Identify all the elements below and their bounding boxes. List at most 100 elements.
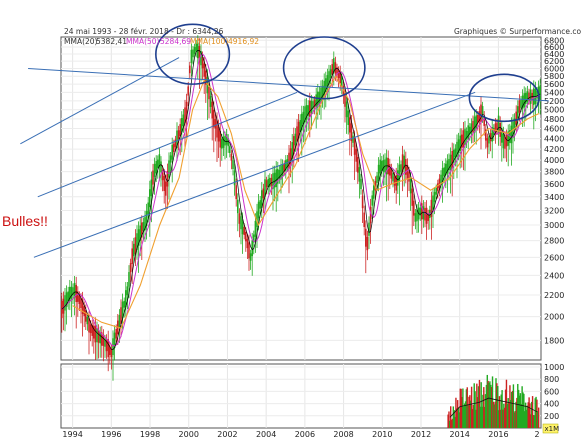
price-candle — [326, 75, 329, 89]
price-candle — [179, 124, 181, 137]
y-tick-label: 3400 — [544, 193, 564, 202]
volume-bar — [447, 414, 449, 428]
price-candle — [347, 110, 349, 126]
price-candle — [182, 114, 185, 126]
volume-bar — [477, 386, 480, 428]
price-candle — [334, 62, 337, 74]
volume-bar — [530, 414, 532, 428]
price-candle — [507, 131, 509, 146]
y-tick-label: 2400 — [544, 271, 564, 280]
volume-bar — [487, 380, 489, 428]
volume-bar — [518, 395, 521, 428]
volume-bar — [525, 409, 528, 428]
price-candle — [209, 96, 212, 107]
price-candle — [323, 80, 325, 97]
price-candle — [243, 227, 245, 235]
price-candle — [126, 286, 129, 296]
volume-bar — [510, 391, 513, 428]
volume-bar — [515, 401, 517, 428]
price-candle — [403, 155, 405, 169]
price-candle — [131, 248, 133, 264]
volume-bar — [463, 406, 465, 428]
volume-bar — [535, 396, 537, 428]
price-candle — [366, 237, 369, 251]
y-tick-label: 5400 — [544, 88, 564, 97]
price-candle — [88, 318, 90, 333]
price-candle — [435, 187, 437, 195]
price-candle — [195, 43, 197, 52]
volume-bar — [510, 399, 512, 428]
price-candle — [160, 161, 162, 173]
price-candle — [144, 217, 146, 231]
volume-bar — [526, 405, 529, 428]
price-candle — [350, 123, 353, 142]
chart-frame — [60, 36, 542, 429]
price-candle — [393, 176, 396, 186]
volume-bar — [504, 407, 506, 428]
price-candle — [398, 164, 401, 182]
price-candle — [272, 173, 274, 190]
volume-bar — [494, 401, 496, 428]
price-candle — [377, 164, 380, 182]
price-candle — [472, 120, 474, 133]
volume-bar — [472, 404, 475, 428]
price-candle — [373, 185, 375, 199]
price-candle — [358, 167, 361, 182]
price-candle — [203, 63, 205, 77]
price-candle — [155, 161, 157, 174]
price-candle — [283, 164, 285, 172]
volume-bar — [508, 402, 510, 428]
price-candle — [273, 172, 276, 188]
volume-bar — [500, 394, 502, 428]
price-candle — [161, 170, 164, 181]
price-candle — [246, 238, 249, 249]
price-candle — [333, 58, 335, 73]
price-candle — [70, 286, 73, 299]
volume-tick-label: 200 — [544, 412, 559, 421]
price-candle — [94, 325, 97, 343]
volume-bar — [507, 398, 509, 428]
price-candle — [475, 115, 477, 129]
price-candle — [379, 159, 381, 174]
price-candle — [217, 126, 220, 142]
price-candle — [97, 330, 100, 343]
price-candle — [445, 163, 447, 176]
legend-mma100: MMA(100) — [190, 37, 228, 46]
price-candle — [309, 100, 311, 117]
price-candle — [65, 292, 68, 307]
x-tick-label: 2 — [534, 430, 539, 439]
y-tick-label: 2000 — [544, 313, 564, 322]
price-candle — [486, 138, 489, 148]
price-candle — [141, 222, 143, 238]
price-candle — [489, 133, 492, 142]
price-candle — [329, 69, 332, 78]
volume-bar — [484, 394, 487, 428]
legend-mma100-value: 4916,92 — [228, 37, 259, 46]
price-candle — [150, 179, 153, 197]
volume-unit-badge — [542, 423, 559, 434]
price-candle — [201, 56, 204, 69]
price-candle — [389, 164, 391, 176]
legend-mma50: MMA(50) — [126, 37, 160, 46]
price-candle — [277, 168, 279, 184]
volume-bar — [524, 402, 527, 428]
x-tick-label: 2016 — [488, 430, 508, 439]
moving-averages — [61, 50, 541, 350]
price-candle — [518, 100, 521, 113]
volume-bar — [461, 397, 463, 428]
volume-tick-label: 400 — [544, 400, 559, 409]
price-candle — [502, 133, 505, 149]
volume-bar — [489, 381, 491, 428]
price-candle — [216, 120, 218, 138]
price-candle — [305, 105, 308, 120]
price-candle — [413, 200, 415, 216]
price-candle — [446, 160, 449, 174]
price-candle — [96, 328, 98, 343]
x-tick-label: 2012 — [411, 430, 431, 439]
price-candle — [241, 219, 244, 235]
price-candle — [301, 113, 303, 131]
volume-bar — [504, 389, 507, 428]
price-candle — [125, 290, 127, 308]
price-candle — [193, 47, 196, 54]
y-tick-label: 1800 — [544, 336, 564, 345]
